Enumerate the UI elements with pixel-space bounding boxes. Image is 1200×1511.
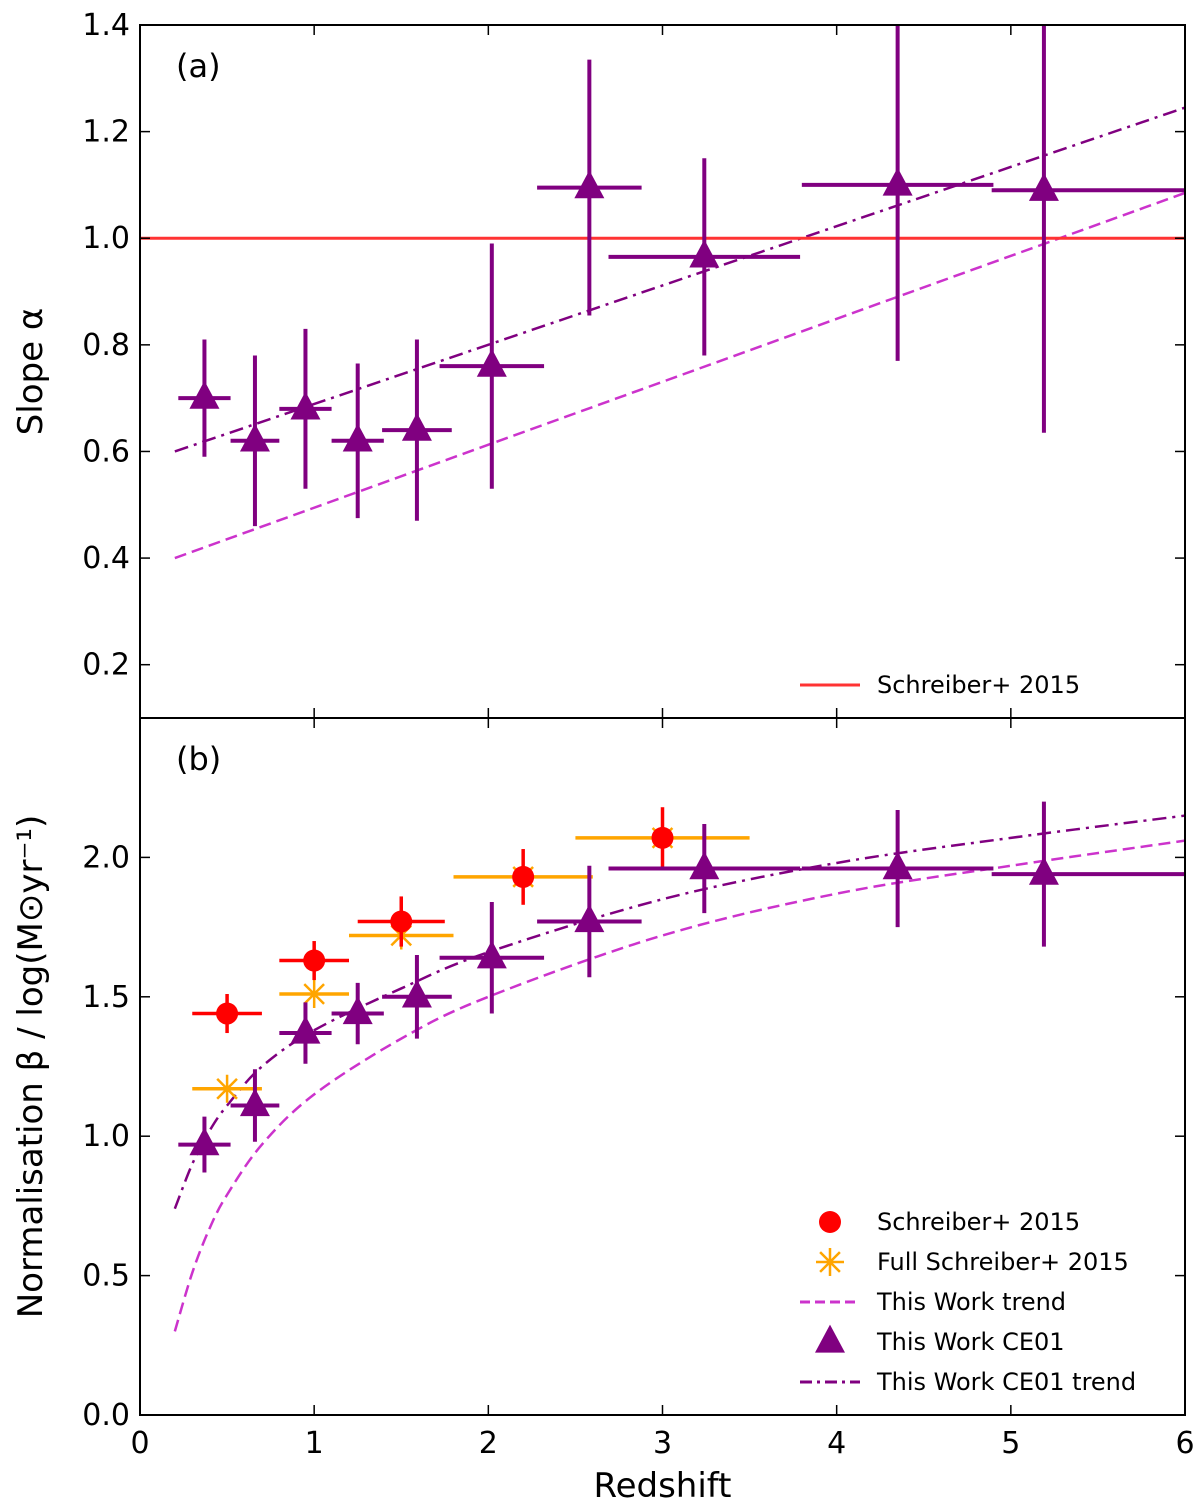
legend-label: This Work CE01 [876,1328,1065,1356]
trend-line-this-work-trend [173,839,1185,1332]
legend: Schreiber+ 2015 [800,671,1080,699]
legend-marker [819,1211,841,1233]
x-tick-label: 0 [130,1426,149,1461]
data-layer [173,801,1185,1332]
legend-label: Schreiber+ 2015 [877,671,1080,699]
y-tick-label: 0.0 [82,1398,130,1433]
y-axis-label: Normalisation β / log(M⊙yr⁻¹) [11,815,51,1319]
x-tick-label: 1 [305,1426,324,1461]
data-point [189,1127,220,1156]
panel-a: 0.2 0.4 0.6 0.8 1.0 1.2 1.4 (a) Slope α Schreiber… [11,8,1186,719]
y-tick-label: 1.2 [82,115,130,150]
data-point [342,423,373,452]
y-tick-label: 1.0 [82,221,130,256]
legend-item: This Work trend [800,1288,1066,1316]
legend-label: This Work trend [876,1288,1066,1316]
legend-item: This Work CE01 trend [800,1368,1136,1396]
legend-label: Schreiber+ 2015 [877,1208,1080,1236]
y-axis-label: Slope α [11,308,51,436]
data-point [476,940,507,969]
series-full-schreiber-2015 [192,823,750,1103]
y-tick-label: 1.0 [82,1119,130,1154]
data-point [1028,172,1059,201]
series-schreiber-2015 [192,807,674,1034]
data-point [189,380,220,409]
series-this-work-ce01 [178,25,1185,527]
data-point [290,391,321,420]
y-tick-label: 0.5 [82,1259,130,1294]
y-tick-label: 1.5 [82,980,130,1015]
y-tick-label: 0.4 [82,541,130,576]
data-point [651,826,674,849]
y-tick-label: 0.8 [82,328,130,363]
data-layer [140,25,1185,560]
series-this-work-ce01 [178,801,1185,1173]
data-point [303,949,326,972]
legend-marker [815,1324,845,1353]
data-point [213,1074,242,1103]
x-tick-label: 4 [827,1426,846,1461]
legend-item: Schreiber+ 2015 [800,671,1080,699]
trend-line-this-work-ce01-trend [173,814,1185,1210]
legend-marker [816,1248,844,1276]
panel-tag: (a) [176,47,221,85]
data-point [689,239,720,268]
x-tick-label: 6 [1175,1426,1194,1461]
data-point [216,1002,239,1025]
data-point [401,412,432,441]
y-tick-label: 0.2 [82,648,130,683]
data-point [401,979,432,1008]
legend-item: Schreiber+ 2015 [819,1208,1080,1236]
data-point [239,423,270,452]
data-point [1028,856,1059,885]
data-point [882,167,913,196]
legend-label: Full Schreiber+ 2015 [877,1248,1129,1276]
data-point [239,1088,270,1117]
data-point [882,851,913,880]
data-point [512,865,535,888]
data-point [574,170,605,199]
y-tick-label: 0.6 [82,434,130,469]
x-axis-label: Redshift [593,1466,731,1506]
data-point [390,910,413,933]
legend: Schreiber+ 2015 Full Schreiber+ 2015 This … [800,1208,1136,1396]
plot-frame [139,24,1186,719]
y-tick-label: 2.0 [82,840,130,875]
data-point [476,348,507,377]
data-point [574,904,605,933]
y-tick-label: 1.4 [82,8,130,43]
trend-line-this-work-ce01-trend [174,106,1185,453]
trend-line-this-work-trend [174,191,1185,560]
panel-b: 0.0 0.5 1.0 1.5 2.0 0 1 2 3 4 5 6 Redshift (b) Normali… [11,717,1195,1506]
data-point [689,851,720,880]
legend-item: This Work CE01 [815,1324,1065,1356]
legend-label: This Work CE01 trend [876,1368,1136,1396]
data-point [290,1015,321,1044]
data-point [342,996,373,1025]
data-point [300,980,329,1009]
x-tick-label: 3 [653,1426,672,1461]
legend-item: Full Schreiber+ 2015 [816,1248,1129,1276]
panel-tag: (b) [176,740,221,778]
x-tick-label: 2 [479,1426,498,1461]
x-tick-label: 5 [1001,1426,1020,1461]
